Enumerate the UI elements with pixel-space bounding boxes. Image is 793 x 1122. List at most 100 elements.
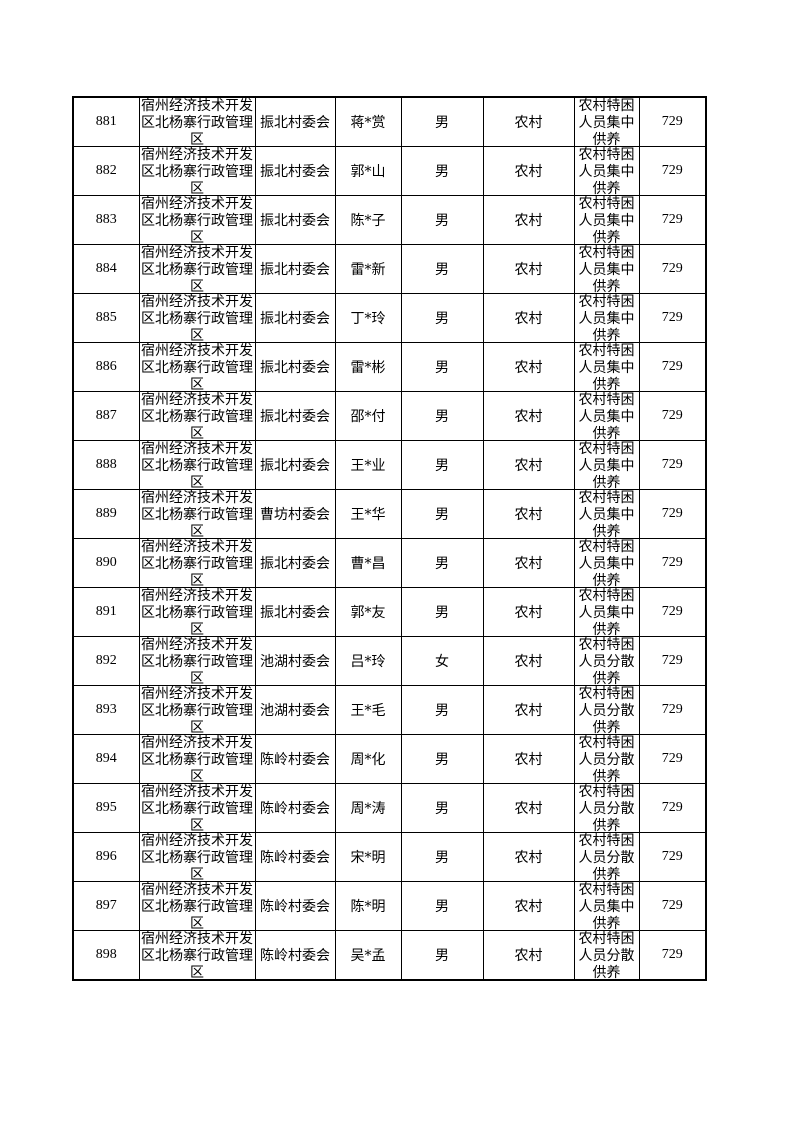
village-cell: 池湖村委会 — [254, 636, 336, 686]
area-cell: 农村 — [482, 832, 575, 882]
support-type-cell: 农村特困人员分散供养 — [573, 783, 640, 833]
village-cell: 振北村委会 — [254, 293, 336, 343]
support-type-cell: 农村特困人员集中供养 — [573, 489, 640, 539]
region-cell: 宿州经济技术开发区北杨寨行政管理区 — [138, 734, 256, 784]
amount-cell: 729 — [638, 146, 707, 196]
gender-cell: 男 — [400, 832, 484, 882]
table-row: 893 宿州经济技术开发区北杨寨行政管理区 池湖村委会 王*毛男农村 农村特困人员分散供… — [72, 685, 707, 735]
area-cell: 农村 — [482, 293, 575, 343]
gender-cell: 男 — [400, 587, 484, 637]
village-cell: 陈岭村委会 — [254, 881, 336, 931]
amount-cell: 729 — [638, 832, 707, 882]
name-cell: 雷*新 — [334, 244, 402, 294]
village-cell: 振北村委会 — [254, 587, 336, 637]
row-number-cell: 888 — [72, 440, 140, 490]
row-number-cell: 885 — [72, 293, 140, 343]
village-cell: 陈岭村委会 — [254, 783, 336, 833]
region-cell: 宿州经济技术开发区北杨寨行政管理区 — [138, 685, 256, 735]
amount-cell: 729 — [638, 195, 707, 245]
region-cell: 宿州经济技术开发区北杨寨行政管理区 — [138, 538, 256, 588]
amount-cell: 729 — [638, 244, 707, 294]
row-number-cell: 894 — [72, 734, 140, 784]
row-number-cell: 887 — [72, 391, 140, 441]
name-cell: 郭*山 — [334, 146, 402, 196]
area-cell: 农村 — [482, 930, 575, 981]
amount-cell: 729 — [638, 881, 707, 931]
name-cell: 曹*昌 — [334, 538, 402, 588]
region-cell: 宿州经济技术开发区北杨寨行政管理区 — [138, 96, 256, 147]
gender-cell: 男 — [400, 391, 484, 441]
name-cell: 周*化 — [334, 734, 402, 784]
row-number-cell: 886 — [72, 342, 140, 392]
row-number-cell: 884 — [72, 244, 140, 294]
region-cell: 宿州经济技术开发区北杨寨行政管理区 — [138, 783, 256, 833]
support-type-cell: 农村特困人员分散供养 — [573, 685, 640, 735]
name-cell: 蒋*赏 — [334, 96, 402, 147]
row-number-cell: 883 — [72, 195, 140, 245]
table-row: 888 宿州经济技术开发区北杨寨行政管理区 振北村委会 王*业男农村 农村特困人员集中供… — [72, 440, 707, 490]
region-cell: 宿州经济技术开发区北杨寨行政管理区 — [138, 832, 256, 882]
support-type-cell: 农村特困人员集中供养 — [573, 146, 640, 196]
table-row: 885 宿州经济技术开发区北杨寨行政管理区 振北村委会 丁*玲男农村 农村特困人员集中供… — [72, 293, 707, 343]
village-cell: 振北村委会 — [254, 391, 336, 441]
amount-cell: 729 — [638, 930, 707, 981]
row-number-cell: 898 — [72, 930, 140, 981]
village-cell: 振北村委会 — [254, 342, 336, 392]
gender-cell: 男 — [400, 96, 484, 147]
area-cell: 农村 — [482, 195, 575, 245]
village-cell: 振北村委会 — [254, 96, 336, 147]
area-cell: 农村 — [482, 96, 575, 147]
region-cell: 宿州经济技术开发区北杨寨行政管理区 — [138, 342, 256, 392]
row-number-cell: 892 — [72, 636, 140, 686]
row-number-cell: 891 — [72, 587, 140, 637]
gender-cell: 男 — [400, 146, 484, 196]
table-row: 897 宿州经济技术开发区北杨寨行政管理区 陈岭村委会 陈*明男农村 农村特困人员集中供… — [72, 881, 707, 931]
gender-cell: 男 — [400, 244, 484, 294]
table-row: 891 宿州经济技术开发区北杨寨行政管理区 振北村委会 郭*友男农村 农村特困人员集中供… — [72, 587, 707, 637]
area-cell: 农村 — [482, 489, 575, 539]
region-cell: 宿州经济技术开发区北杨寨行政管理区 — [138, 881, 256, 931]
village-cell: 陈岭村委会 — [254, 930, 336, 981]
amount-cell: 729 — [638, 538, 707, 588]
area-cell: 农村 — [482, 636, 575, 686]
area-cell: 农村 — [482, 881, 575, 931]
amount-cell: 729 — [638, 636, 707, 686]
region-cell: 宿州经济技术开发区北杨寨行政管理区 — [138, 244, 256, 294]
support-type-cell: 农村特困人员集中供养 — [573, 244, 640, 294]
amount-cell: 729 — [638, 734, 707, 784]
table-row: 883 宿州经济技术开发区北杨寨行政管理区 振北村委会 陈*子男农村 农村特困人员集中供… — [72, 195, 707, 245]
area-cell: 农村 — [482, 587, 575, 637]
row-number-cell: 896 — [72, 832, 140, 882]
gender-cell: 男 — [400, 538, 484, 588]
area-cell: 农村 — [482, 342, 575, 392]
name-cell: 邵*付 — [334, 391, 402, 441]
name-cell: 郭*友 — [334, 587, 402, 637]
support-type-cell: 农村特困人员集中供养 — [573, 587, 640, 637]
gender-cell: 男 — [400, 685, 484, 735]
support-type-cell: 农村特困人员集中供养 — [573, 195, 640, 245]
amount-cell: 729 — [638, 391, 707, 441]
row-number-cell: 893 — [72, 685, 140, 735]
area-cell: 农村 — [482, 146, 575, 196]
gender-cell: 男 — [400, 783, 484, 833]
gender-cell: 男 — [400, 930, 484, 981]
gender-cell: 女 — [400, 636, 484, 686]
area-cell: 农村 — [482, 440, 575, 490]
region-cell: 宿州经济技术开发区北杨寨行政管理区 — [138, 489, 256, 539]
village-cell: 陈岭村委会 — [254, 734, 336, 784]
amount-cell: 729 — [638, 783, 707, 833]
name-cell: 雷*彬 — [334, 342, 402, 392]
name-cell: 王*业 — [334, 440, 402, 490]
village-cell: 振北村委会 — [254, 538, 336, 588]
area-cell: 农村 — [482, 783, 575, 833]
amount-cell: 729 — [638, 293, 707, 343]
row-number-cell: 895 — [72, 783, 140, 833]
name-cell: 吴*孟 — [334, 930, 402, 981]
support-type-cell: 农村特困人员集中供养 — [573, 293, 640, 343]
row-number-cell: 889 — [72, 489, 140, 539]
support-type-cell: 农村特困人员集中供养 — [573, 881, 640, 931]
region-cell: 宿州经济技术开发区北杨寨行政管理区 — [138, 293, 256, 343]
village-cell: 曹坊村委会 — [254, 489, 336, 539]
beneficiary-table: 881 宿州经济技术开发区北杨寨行政管理区 振北村委会 蒋*赏男农村 农村特困人员集中供… — [72, 96, 707, 981]
name-cell: 周*涛 — [334, 783, 402, 833]
